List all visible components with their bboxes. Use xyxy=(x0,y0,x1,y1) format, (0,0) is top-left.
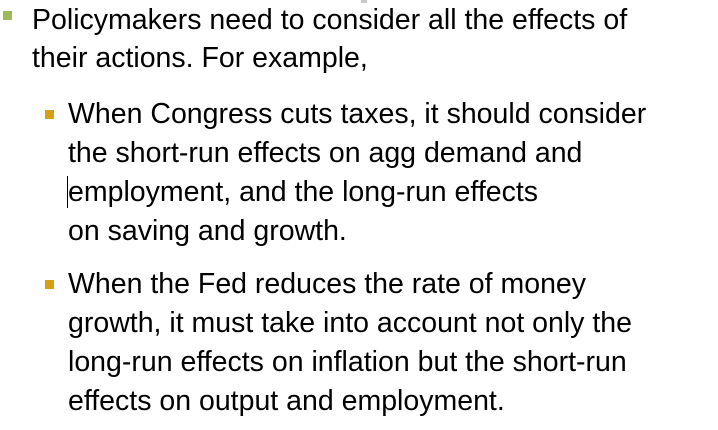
sub-bullet-2-line-1: When the Fed reduces the rate of money xyxy=(68,268,587,300)
sub-bullet-1-line-2: the short-run effects on agg demand and xyxy=(68,137,583,169)
square-bullet-icon xyxy=(3,11,12,20)
sub-bullet-1-line-3: employment, and the long-run effects xyxy=(68,176,538,208)
sub-bullet-2-line-3: long-run effects on inflation but the sh… xyxy=(68,346,627,378)
sub-bullet-2-line-4: effects on output and employment. xyxy=(68,385,505,417)
sub-bullet-1-line-4: on saving and growth. xyxy=(68,215,347,247)
main-bullet-line-2: their actions. For example, xyxy=(32,42,368,74)
main-bullet-text: Policymakers need to consider all the ef… xyxy=(32,1,718,77)
sub-bullet-fed-text: When the Fed reduces the rate of money g… xyxy=(68,265,718,421)
text-cursor xyxy=(67,176,68,208)
square-bullet-icon xyxy=(45,280,54,289)
sub-bullet-2-line-2: growth, it must take into account not on… xyxy=(68,307,632,339)
sub-bullet-1-line-1: When Congress cuts taxes, it should cons… xyxy=(68,98,647,130)
clipped-title-fragment xyxy=(361,0,367,3)
square-bullet-icon xyxy=(45,110,54,119)
main-bullet-line-1: Policymakers need to consider all the ef… xyxy=(32,4,628,36)
sub-bullet-congress-text: When Congress cuts taxes, it should cons… xyxy=(68,95,718,251)
